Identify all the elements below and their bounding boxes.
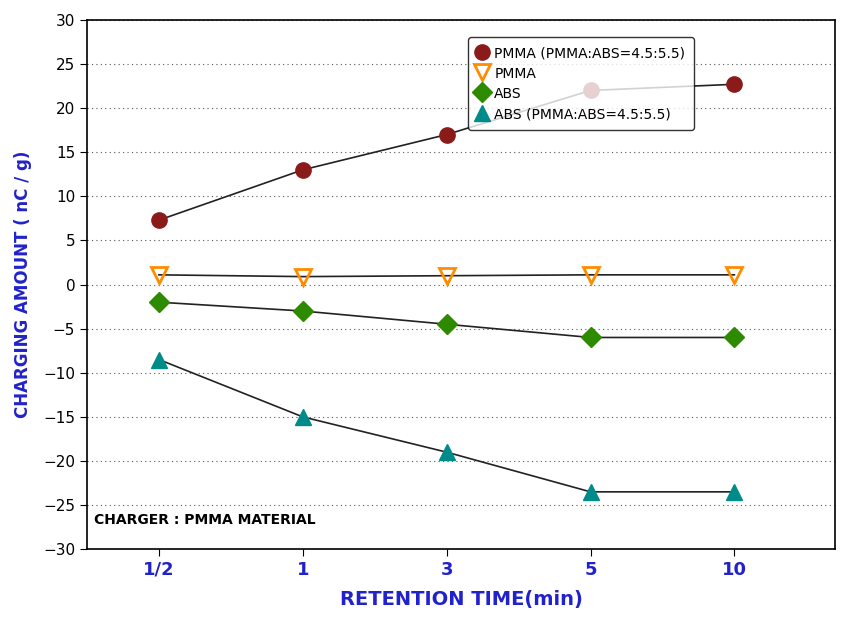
ABS (PMMA:ABS=4.5:5.5): [441, 449, 452, 456]
ABS: [441, 320, 452, 328]
PMMA (PMMA:ABS=4.5:5.5): [298, 166, 308, 174]
ABS: [729, 334, 739, 341]
Line: PMMA: PMMA: [151, 267, 742, 284]
ABS: [586, 334, 596, 341]
Text: CHARGER : PMMA MATERIAL: CHARGER : PMMA MATERIAL: [94, 513, 316, 527]
PMMA: [441, 272, 452, 280]
ABS (PMMA:ABS=4.5:5.5): [586, 488, 596, 495]
PMMA (PMMA:ABS=4.5:5.5): [154, 216, 164, 224]
ABS: [154, 298, 164, 306]
ABS (PMMA:ABS=4.5:5.5): [298, 413, 308, 421]
PMMA (PMMA:ABS=4.5:5.5): [441, 131, 452, 138]
PMMA (PMMA:ABS=4.5:5.5): [729, 80, 739, 88]
PMMA (PMMA:ABS=4.5:5.5): [586, 87, 596, 94]
PMMA: [729, 271, 739, 278]
Line: ABS: ABS: [152, 295, 741, 345]
Line: ABS (PMMA:ABS=4.5:5.5): ABS (PMMA:ABS=4.5:5.5): [151, 352, 742, 500]
ABS (PMMA:ABS=4.5:5.5): [729, 488, 739, 495]
PMMA: [298, 273, 308, 280]
PMMA: [154, 271, 164, 278]
Line: PMMA (PMMA:ABS=4.5:5.5): PMMA (PMMA:ABS=4.5:5.5): [151, 77, 742, 228]
X-axis label: RETENTION TIME(min): RETENTION TIME(min): [340, 590, 582, 609]
ABS (PMMA:ABS=4.5:5.5): [154, 356, 164, 363]
ABS: [298, 307, 308, 315]
Y-axis label: CHARGING AMOUNT ( nC / g): CHARGING AMOUNT ( nC / g): [14, 151, 32, 418]
Legend: PMMA (PMMA:ABS=4.5:5.5), PMMA, ABS, ABS (PMMA:ABS=4.5:5.5): PMMA (PMMA:ABS=4.5:5.5), PMMA, ABS, ABS …: [468, 37, 694, 130]
PMMA: [586, 271, 596, 278]
